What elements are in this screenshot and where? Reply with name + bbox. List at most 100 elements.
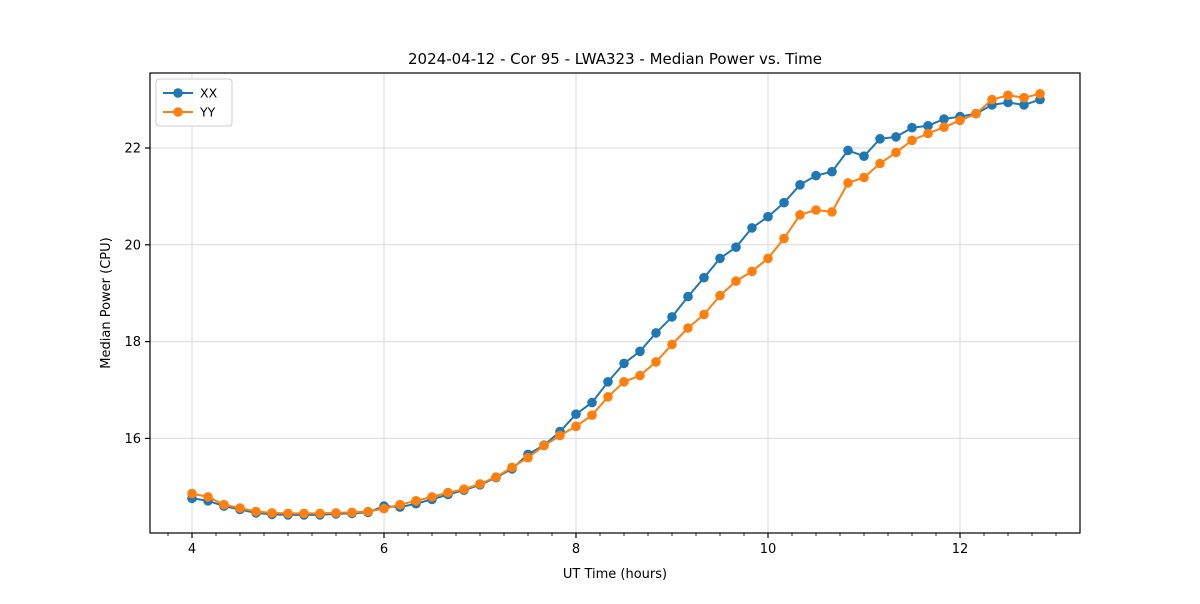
data-point-yy (235, 503, 245, 513)
data-point-xx (843, 145, 853, 156)
data-point-yy (923, 128, 933, 139)
data-point-yy (1003, 90, 1013, 101)
data-point-xx (875, 134, 885, 144)
data-point-xx (891, 132, 901, 142)
data-point-yy (1019, 92, 1029, 103)
plot-frame (149, 72, 1081, 534)
data-point-xx (827, 166, 837, 177)
data-point-xx (795, 180, 805, 190)
data-point-yy (987, 94, 997, 105)
data-point-yy (395, 499, 405, 510)
data-point-yy (187, 488, 197, 499)
data-point-yy (859, 172, 869, 183)
y-axis-label: Median Power (CPU) (99, 237, 114, 368)
data-point-yy (331, 508, 341, 518)
series-yy (187, 89, 1045, 519)
data-point-xx (651, 328, 661, 338)
legend-box (155, 78, 233, 127)
x-tick-label: 12 (952, 542, 969, 557)
data-point-yy (763, 253, 773, 264)
data-point-yy (267, 508, 277, 518)
data-point-yy (635, 370, 645, 381)
data-point-yy (379, 503, 389, 514)
x-tick-label: 4 (188, 542, 196, 557)
data-point-yy (811, 205, 821, 215)
data-point-yy (619, 377, 629, 387)
y-tick-label: 16 (124, 432, 141, 447)
legend-label-yy: YY (199, 105, 216, 120)
data-point-yy (731, 276, 741, 286)
data-point-xx (715, 253, 725, 264)
y-tick-label: 18 (124, 335, 141, 350)
legend: XX YY (155, 78, 233, 127)
data-point-xx (1019, 100, 1029, 110)
data-series (187, 89, 1045, 520)
x-axis-label: UT Time (hours) (563, 567, 667, 582)
data-point-yy (299, 508, 309, 519)
data-point-yy (363, 506, 373, 517)
data-point-yy (747, 266, 757, 277)
data-point-xx (763, 211, 773, 222)
data-point-xx (603, 377, 613, 387)
x-tick-label: 10 (760, 542, 777, 557)
data-point-yy (603, 392, 613, 402)
data-point-yy (427, 492, 437, 502)
data-point-yy (459, 484, 469, 495)
data-point-xx (811, 170, 821, 181)
y-tick-label: 22 (124, 142, 141, 157)
data-point-yy (843, 178, 853, 188)
data-point-yy (443, 487, 453, 498)
data-point-xx (571, 409, 581, 420)
chart-title: 2024-04-12 - Cor 95 - LWA323 - Median Po… (408, 50, 822, 68)
data-point-xx (779, 197, 789, 208)
data-point-yy (667, 339, 677, 350)
data-point-xx (923, 121, 933, 131)
data-point-yy (955, 115, 965, 126)
data-point-yy (491, 472, 501, 482)
data-point-yy (411, 496, 421, 506)
tick-labels: 4 6 8 10 12 16 18 20 22 (124, 142, 968, 557)
data-point-yy (891, 147, 901, 158)
data-point-xx (667, 312, 677, 322)
legend-item-yy: YY (163, 105, 216, 120)
grid-lines (150, 73, 1080, 533)
data-point-yy (939, 122, 949, 132)
data-point-yy (683, 323, 693, 333)
data-point-xx (747, 223, 757, 233)
data-point-yy (475, 479, 485, 489)
data-point-xx (635, 346, 645, 357)
data-point-yy (651, 357, 661, 367)
data-point-xx (859, 151, 869, 161)
data-point-yy (347, 507, 357, 518)
data-point-yy (971, 108, 981, 119)
data-point-yy (907, 135, 917, 146)
data-point-yy (587, 410, 597, 421)
data-point-yy (827, 207, 837, 217)
data-point-xx (731, 242, 741, 252)
data-point-yy (699, 309, 709, 320)
data-point-yy (795, 210, 805, 220)
data-point-xx (587, 397, 597, 408)
data-point-yy (555, 430, 565, 441)
data-point-yy (779, 233, 789, 244)
data-point-yy (1035, 89, 1045, 99)
data-point-xx (1003, 97, 1013, 108)
data-point-xx (939, 114, 949, 124)
x-tick-label: 6 (380, 542, 388, 557)
legend-label-xx: XX (200, 86, 218, 101)
data-point-yy (251, 506, 261, 517)
data-point-xx (699, 272, 709, 283)
x-tick-label: 8 (572, 542, 580, 557)
axis-ticks (145, 147, 1057, 538)
data-point-xx (907, 122, 917, 133)
data-point-xx (683, 291, 693, 302)
data-point-yy (539, 440, 549, 451)
data-point-yy (203, 492, 213, 502)
data-point-yy (507, 462, 517, 473)
legend-item-xx: XX (163, 86, 218, 101)
legend-marker-yy-icon (173, 107, 183, 117)
data-point-yy (571, 421, 581, 432)
data-point-yy (715, 290, 725, 301)
